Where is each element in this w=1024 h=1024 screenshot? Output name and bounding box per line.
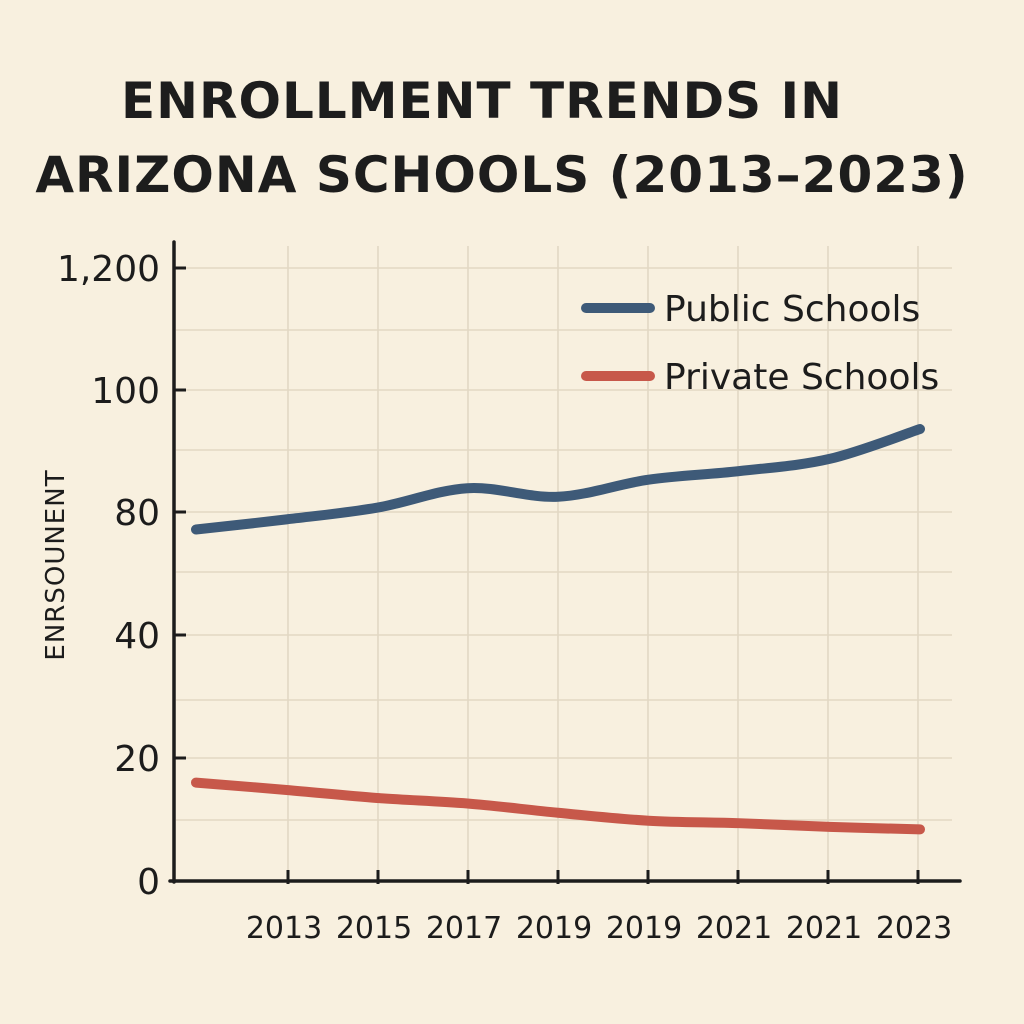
x-tick-label: 2023 [876,911,952,946]
x-tick-label: 2021 [696,911,772,946]
x-tick-label: 2015 [336,911,412,946]
legend: Public Schools Private Schools [581,289,939,398]
chart-title-line-2: ARIZONA SCHOOLS (2013–2023) [35,146,969,204]
legend-label-private-schools: Private Schools [664,357,939,398]
x-tick-label: 2019 [606,911,682,946]
y-tick-label: 20 [114,739,160,780]
chart-title-line-1: ENROLLMENT TRENDS IN [121,72,843,130]
x-tick-label: 2021 [786,911,862,946]
y-tick-label: 0 [137,862,160,903]
series-line-private-schools [191,777,925,835]
y-axis-label: ENRSOUNENT [41,469,71,660]
y-tick-label: 1,200 [57,249,160,290]
ticks: 0 20 40 80 100 1,200 2013 2015 2017 2019 2019 2021 2… [57,249,952,946]
grid [176,246,952,881]
x-tick-label: 2017 [426,911,502,946]
x-tick-label: 2019 [516,911,592,946]
y-tick-label: 100 [91,371,160,412]
y-tick-label: 40 [114,616,160,657]
series-line-public-schools [191,424,925,535]
y-tick-label: 80 [114,493,160,534]
series-lines [191,424,925,835]
legend-label-public-schools: Public Schools [664,289,920,330]
x-tick-label: 2013 [246,911,322,946]
